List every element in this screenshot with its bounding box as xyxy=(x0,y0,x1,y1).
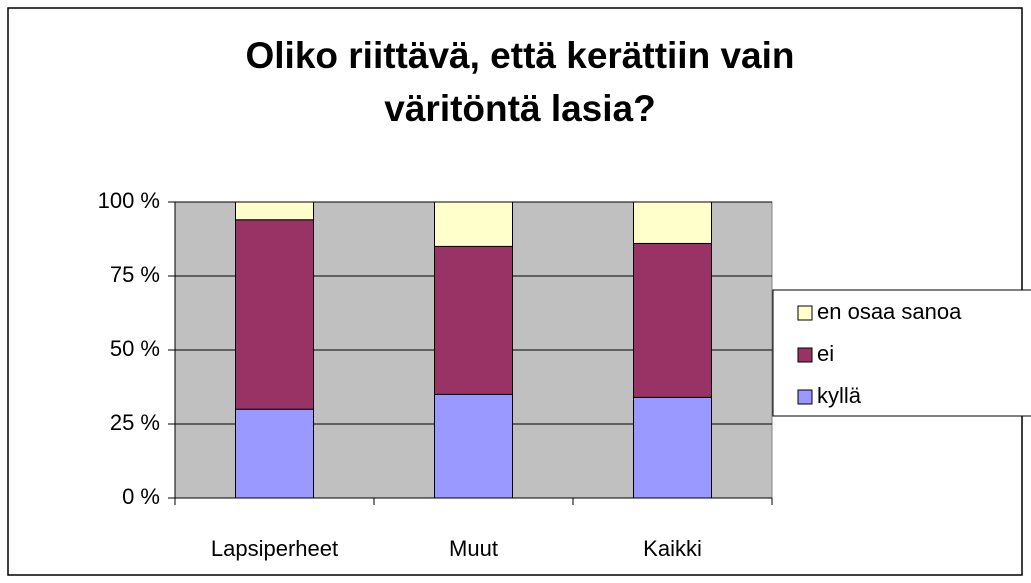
x-tick-label: Lapsiperheet xyxy=(211,536,338,561)
y-tick-label: 0 % xyxy=(122,484,160,509)
y-tick-label: 100 % xyxy=(98,188,160,213)
bar-segment xyxy=(235,201,314,221)
legend-label: en osaa sanoa xyxy=(817,299,962,324)
legend-swatch xyxy=(797,305,813,321)
bar-segment xyxy=(235,219,314,410)
legend-swatch xyxy=(797,347,813,363)
y-tick-label: 25 % xyxy=(110,410,160,435)
bar-segment xyxy=(434,201,513,247)
x-tick-label: Muut xyxy=(449,536,498,561)
x-tick-label: Kaikki xyxy=(643,536,702,561)
bar-segment xyxy=(434,245,513,395)
bar-segment xyxy=(633,201,712,244)
legend-label: ei xyxy=(817,341,834,366)
legend-label: kyllä xyxy=(817,383,862,408)
y-tick-label: 75 % xyxy=(110,262,160,287)
chart-title: väritöntä lasia? xyxy=(384,88,655,129)
y-tick-label: 50 % xyxy=(110,336,160,361)
bar-segment xyxy=(633,396,712,499)
chart-title: Oliko riittävä, että kerättiin vain xyxy=(245,35,794,76)
bar-segment xyxy=(633,242,712,398)
bar-segment xyxy=(235,408,314,499)
legend-swatch xyxy=(797,389,813,405)
legend xyxy=(772,289,1031,417)
bar-segment xyxy=(434,393,513,499)
